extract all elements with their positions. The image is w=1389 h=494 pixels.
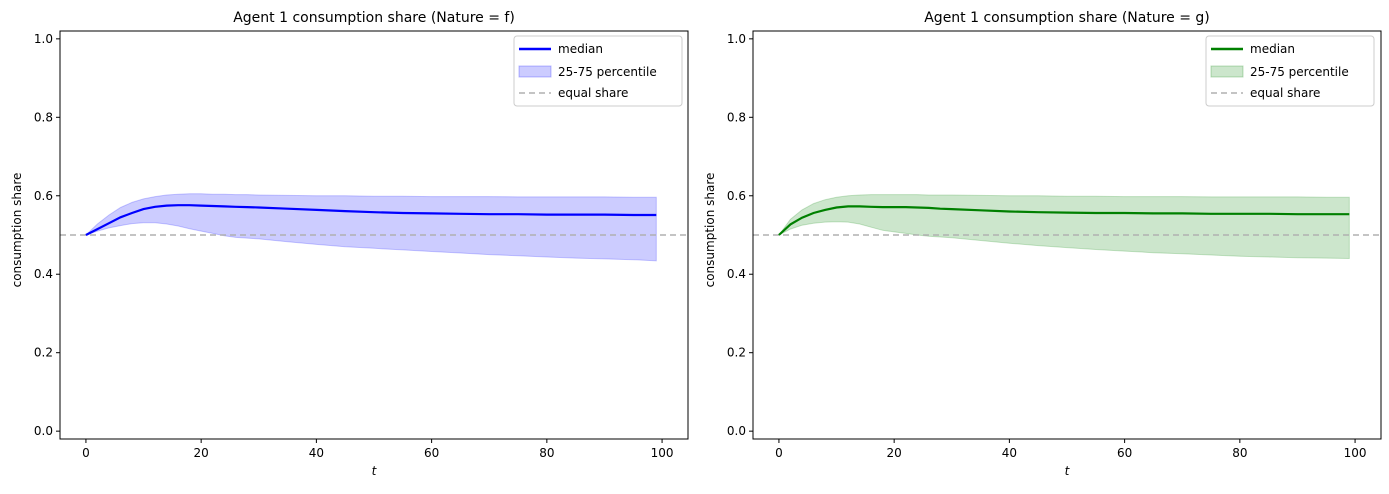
x-tick-label: 80 [1232,446,1247,460]
y-tick-label: 0.2 [727,346,746,360]
x-tick-label: 60 [424,446,439,460]
y-tick-label: 0.2 [34,346,53,360]
y-tick-label: 1.0 [727,32,746,46]
chart-left-xlabel: t [372,464,378,478]
x-tick-label: 60 [1117,446,1132,460]
x-tick-label: 40 [309,446,324,460]
legend-equal-share-label: equal share [558,86,628,100]
percentile-band [778,194,1350,260]
legend-median-label: median [1250,42,1295,56]
y-tick-label: 0.4 [34,267,53,281]
y-tick-label: 0.8 [34,110,53,124]
x-tick-label: 80 [539,446,554,460]
x-tick-label: 100 [1344,446,1367,460]
legend-median-label: median [558,42,603,56]
y-tick-label: 0.6 [727,189,746,203]
legend-band-label: 25-75 percentile [558,65,657,79]
percentile-band [85,193,657,262]
legend-band-label: 25-75 percentile [1250,65,1349,79]
chart-right-title: Agent 1 consumption share (Nature = g) [924,10,1210,26]
legend-band-swatch [1210,65,1244,78]
chart-left-legend: median 25-75 percentile equal share [513,35,683,107]
x-tick-label: 0 [775,446,783,460]
chart-right-axes-frame [752,30,1382,440]
chart-right-ylabel: consumption share [703,173,717,288]
legend-band-swatch [518,65,552,78]
y-tick-label: 1.0 [34,32,53,46]
y-tick-label: 0.6 [34,189,53,203]
chart-left-title: Agent 1 consumption share (Nature = f) [233,10,515,26]
x-tick-label: 40 [1002,446,1017,460]
chart-right-legend: median 25-75 percentile equal share [1205,35,1375,107]
x-tick-label: 0 [82,446,90,460]
y-tick-label: 0.4 [727,267,746,281]
median-line [85,204,657,236]
legend-equal-share-label: equal share [1250,86,1320,100]
chart-left: Agent 1 consumption share (Nature = f) c… [10,10,689,478]
y-tick-label: 0.8 [727,110,746,124]
chart-right: Agent 1 consumption share (Nature = g) c… [703,10,1382,478]
median-line [778,205,1350,236]
y-tick-label: 0.0 [34,424,53,438]
y-tick-label: 0.0 [727,424,746,438]
chart-left-ylabel: consumption share [10,173,24,288]
x-tick-label: 20 [887,446,902,460]
chart-right-xlabel: t [1065,464,1071,478]
x-tick-label: 20 [194,446,209,460]
chart-left-axes-frame [59,30,689,440]
x-tick-label: 100 [651,446,674,460]
